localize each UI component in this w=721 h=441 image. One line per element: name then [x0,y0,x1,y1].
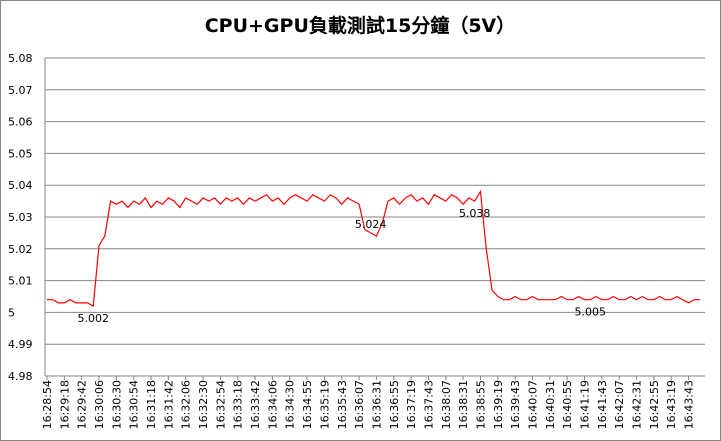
data-label: 5.002 [77,312,109,325]
y-tick-label: 5 [8,306,15,319]
data-label: 5.005 [575,306,607,319]
x-tick-label: 16:38:31 [457,380,470,429]
x-tick-label: 16:30:54 [128,380,141,429]
x-tick-label: 16:39:19 [492,380,505,429]
data-label: 5.024 [355,218,387,231]
x-tick-label: 16:38:55 [474,380,487,429]
x-tick-label: 16:37:43 [422,380,435,429]
y-tick-label: 4.99 [8,338,33,351]
x-tick-label: 16:32:30 [197,380,210,429]
x-tick-label: 16:32:06 [180,380,193,429]
series-line [47,189,701,308]
x-tick-label: 16:42:07 [613,380,626,429]
x-tick-label: 16:41:43 [596,380,609,429]
y-tick-label: 5.04 [8,179,33,192]
x-tick-label: 16:34:55 [301,380,314,429]
chart-title: CPU+GPU負載測試15分鐘（5V） [205,14,516,37]
x-tick-label: 16:41:19 [579,380,592,429]
x-tick-label: 16:35:19 [318,380,331,429]
x-tick-label: 16:40:55 [561,380,574,429]
x-tick-label: 16:42:55 [648,380,661,429]
x-tick-label: 16:36:07 [353,380,366,429]
y-tick-label: 5.03 [8,211,33,224]
x-tick-label: 16:28:54 [41,380,54,429]
x-tick-label: 16:35:43 [336,380,349,429]
x-tick-label: 16:30:30 [110,380,123,429]
y-tick-label: 5.01 [8,275,33,288]
x-tick-label: 16:40:31 [544,380,557,429]
x-tick-label: 16:29:18 [58,380,71,429]
x-tick-label: 16:43:43 [683,380,696,429]
x-tick-label: 16:30:06 [93,380,106,429]
y-tick-label: 5.07 [8,84,33,97]
x-tick-label: 16:31:42 [162,380,175,429]
x-tick-label: 16:32:54 [214,380,227,429]
x-tick-label: 16:42:31 [631,380,644,429]
y-tick-label: 5.02 [8,243,33,256]
x-tick-label: 16:37:19 [405,380,418,429]
y-tick-label: 4.98 [8,370,33,383]
x-tick-label: 16:36:55 [388,380,401,429]
x-tick-label: 16:31:18 [145,380,158,429]
x-tick-label: 16:36:31 [370,380,383,429]
x-tick-label: 16:40:07 [526,380,539,429]
x-tick-label: 16:43:19 [665,380,678,429]
x-tick-label: 16:33:42 [249,380,262,429]
y-tick-label: 5.06 [8,116,33,129]
y-tick-label: 5.05 [8,147,33,160]
x-tick-label: 16:34:06 [266,380,279,429]
x-tick-label: 16:33:18 [232,380,245,429]
x-tick-label: 16:29:42 [76,380,89,429]
x-tick-label: 16:34:30 [284,380,297,429]
data-label: 5.038 [459,207,491,220]
x-tick-label: 16:39:43 [509,380,522,429]
x-tick-label: 16:38:07 [440,380,453,429]
y-tick-label: 5.08 [8,52,33,65]
